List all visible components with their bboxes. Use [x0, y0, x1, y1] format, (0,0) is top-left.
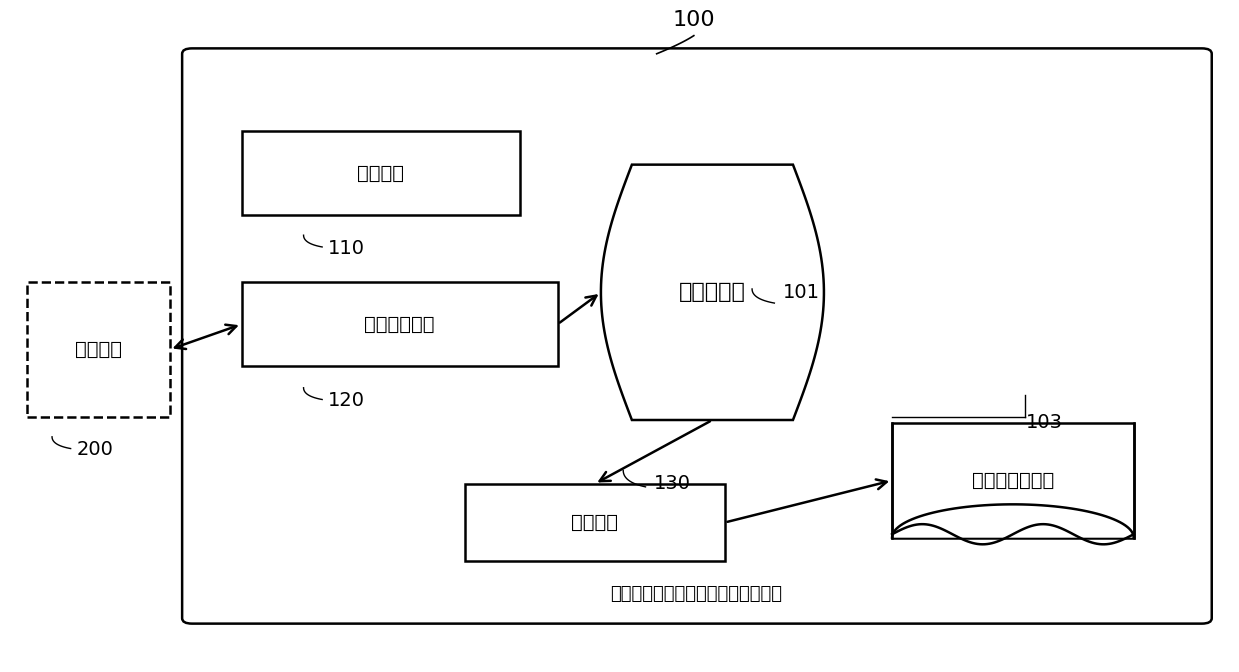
- Bar: [465, 484, 725, 561]
- Text: 网络结构部署图: 网络结构部署图: [971, 471, 1054, 490]
- Text: 120: 120: [328, 391, 366, 410]
- Text: 分析模块: 分析模块: [571, 513, 618, 532]
- Text: 110: 110: [328, 239, 366, 257]
- Text: 用以建构网络结构部署图的处理系统: 用以建构网络结构部署图的处理系统: [611, 585, 782, 603]
- Bar: [892, 423, 1134, 538]
- Bar: [242, 131, 520, 215]
- Polygon shape: [601, 165, 824, 420]
- Text: 103: 103: [1026, 413, 1063, 432]
- Text: 100: 100: [673, 10, 715, 30]
- Text: 目标网络: 目标网络: [76, 340, 121, 359]
- Text: 200: 200: [77, 440, 114, 459]
- FancyBboxPatch shape: [182, 48, 1212, 624]
- Text: 请求模块: 请求模块: [358, 163, 404, 183]
- Polygon shape: [892, 505, 1134, 538]
- Text: 数据采集模块: 数据采集模块: [364, 314, 435, 334]
- Bar: [27, 282, 170, 417]
- Text: 101: 101: [783, 283, 820, 302]
- Text: 数据资料库: 数据资料库: [679, 282, 746, 302]
- Text: 130: 130: [654, 474, 691, 493]
- Bar: [242, 282, 558, 366]
